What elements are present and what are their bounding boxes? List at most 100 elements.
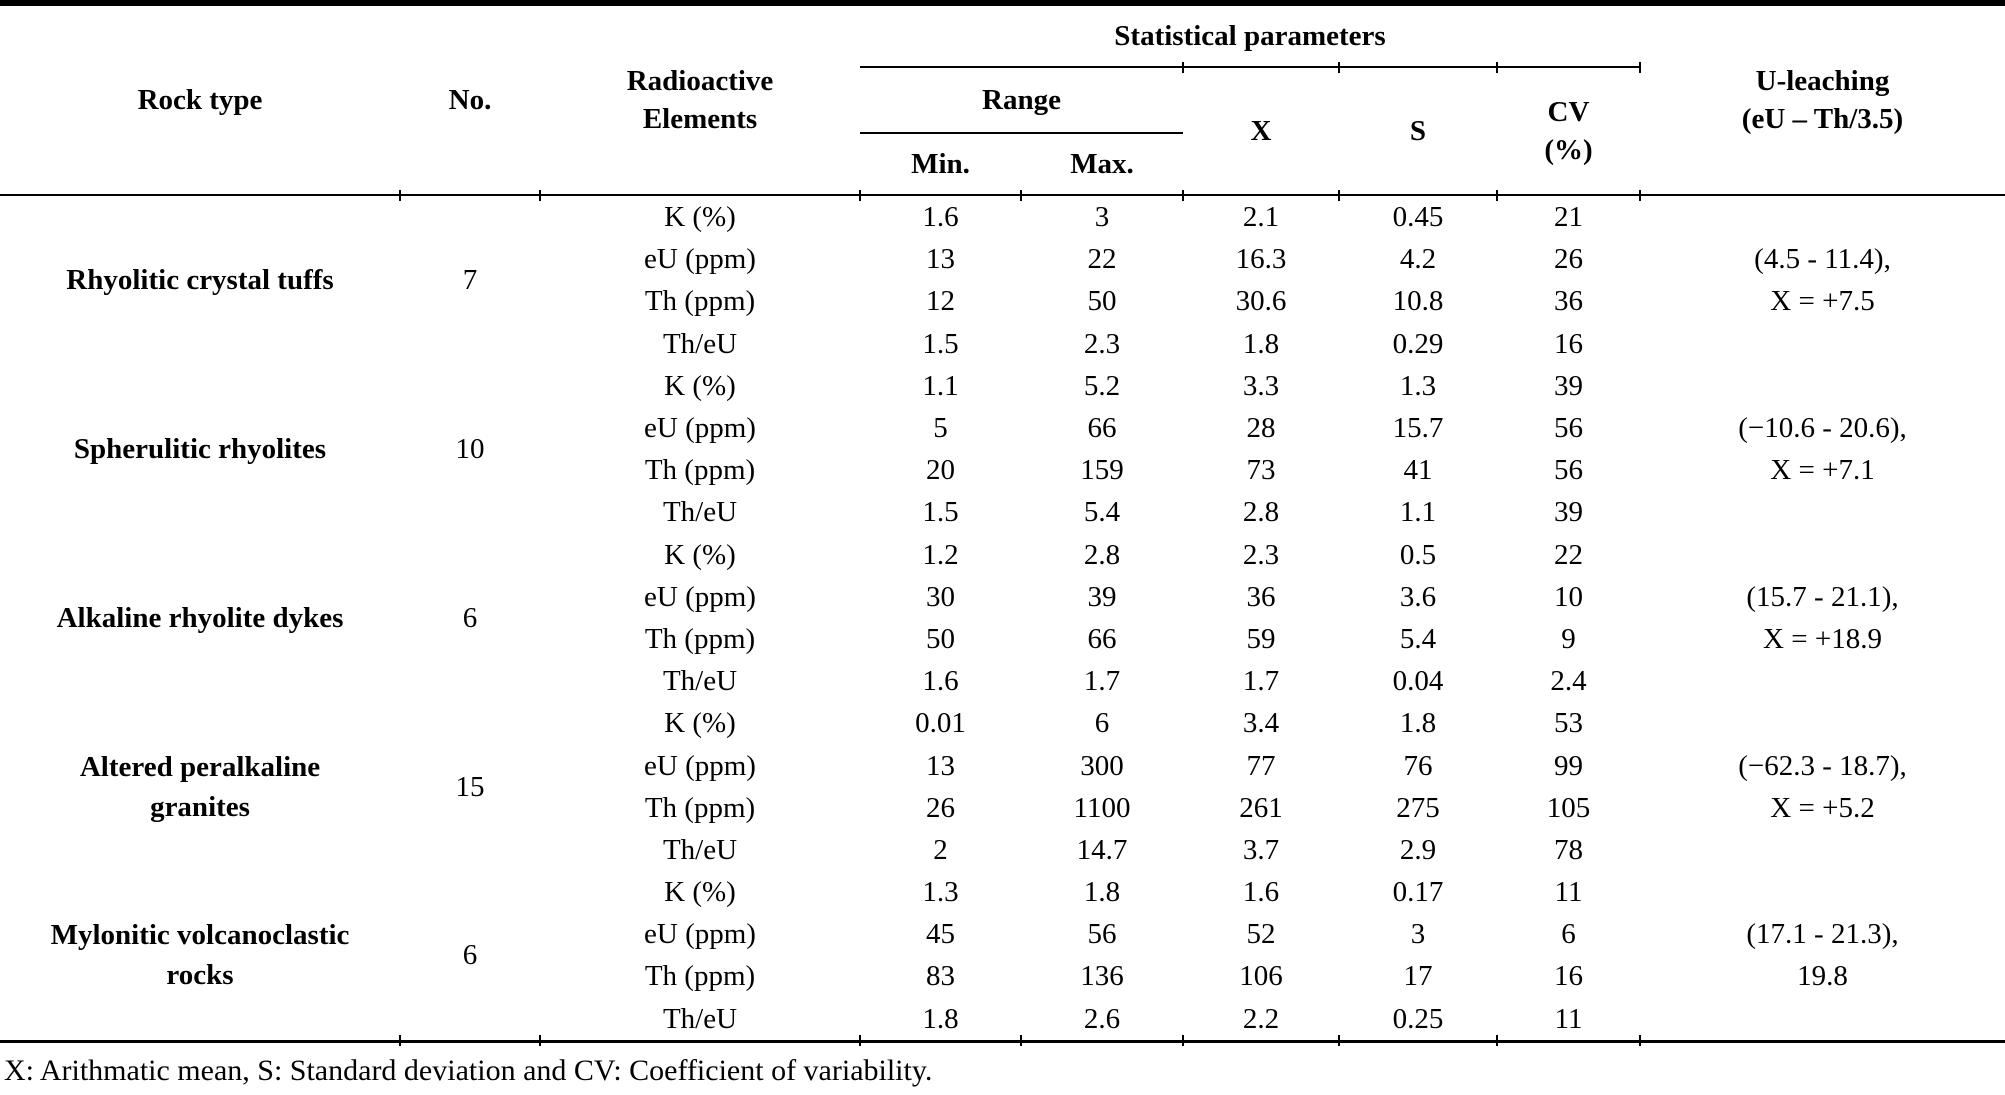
element-row: Th (ppm) 50 66 59 5.4 9 <box>0 618 2005 660</box>
x-value-cell: 3.7 <box>1242 833 1280 866</box>
max-value-cell: 56 <box>1087 918 1117 951</box>
element-row: Mylonitic volcanoclastic rocks 6 K (%) 1.3 1… <box>0 871 2005 1047</box>
s-value-cell: 15.7 <box>1392 412 1444 445</box>
min-value-cell: 1.5 <box>922 496 959 529</box>
x-value-cell: 30.6 <box>1235 285 1287 318</box>
element-cell: Th/eU <box>662 327 738 360</box>
x-value-cell: 73 <box>1246 454 1276 487</box>
element-cell: eU (ppm) <box>644 412 756 445</box>
rock-type-cell: Spherulitic rhyolites <box>73 433 327 466</box>
statistics-table: Rock type No. Radioactive Elements Stati… <box>0 0 2005 1047</box>
col-header-cv: CV (%) <box>1496 61 1641 196</box>
max-value-cell: 39 <box>1087 580 1117 613</box>
max-value-cell: 50 <box>1087 285 1117 318</box>
s-value-cell: 0.5 <box>1399 538 1437 571</box>
min-value-cell: 12 <box>926 285 955 318</box>
s-value-cell: 4.2 <box>1399 243 1437 276</box>
min-value-cell: 1.6 <box>859 188 1021 238</box>
x-value-cell: 52 <box>1246 918 1276 951</box>
min-value-cell: 50 <box>926 622 955 655</box>
element-row: Spherulitic rhyolites 10 K (%) 1.1 5.2 3.3 1.3… <box>0 365 2005 486</box>
x-value-cell: 28 <box>1246 412 1276 445</box>
s-value-cell: 1.1 <box>1399 496 1437 529</box>
rock-type-cell: Mylonitic volcanoclastic rocks <box>50 919 350 992</box>
s-value-cell: 275 <box>1396 791 1440 824</box>
cv-value-cell: 78 <box>1554 833 1583 866</box>
cv-value-cell: 21 <box>1496 188 1640 238</box>
s-value-cell: 0.04 <box>1392 665 1444 698</box>
max-value-cell: 6 <box>1094 707 1110 740</box>
max-value-cell: 2.3 <box>1083 327 1121 360</box>
col-header-max: Max. <box>1021 133 1183 196</box>
min-value-cell: 26 <box>926 791 955 824</box>
element-row: Th (ppm) 26 1100 261 275 105 <box>0 787 2005 829</box>
max-value-cell: 22 <box>1087 243 1117 276</box>
header-row-1: Rock type No. Radioactive Elements Stati… <box>0 3 2005 196</box>
element-row: Th/eU 1.8 2.6 2.2 0.25 11 <box>0 998 2005 1046</box>
col-header-rock-type: Rock type <box>0 3 400 196</box>
element-cell: K (%) <box>539 188 860 238</box>
element-row: eU (ppm) 45 56 52 3 6 <box>0 913 2005 955</box>
table-header: Rock type No. Radioactive Elements Stati… <box>0 3 2005 196</box>
table-footnote: X: Arithmatic mean, S: Standard deviatio… <box>4 1053 933 1087</box>
s-value-cell: 0.25 <box>1338 998 1497 1046</box>
min-value-cell: 1.1 <box>922 369 959 402</box>
col-header-range: Range <box>860 67 1183 134</box>
min-value-cell: 30 <box>926 580 955 613</box>
min-value-cell: 83 <box>926 960 955 993</box>
max-value-cell: 300 <box>1080 749 1124 782</box>
col-header-radioactive-elements: Radioactive Elements <box>540 3 860 196</box>
x-value-cell: 36 <box>1246 580 1276 613</box>
max-value-cell: 1.8 <box>1083 876 1121 909</box>
s-value-cell: 41 <box>1403 454 1433 487</box>
element-cell: eU (ppm) <box>644 580 756 613</box>
cv-value-cell: 10 <box>1554 580 1583 613</box>
u-leaching-cell: (−10.6 - 20.6), X = +7.1 <box>1738 412 1907 487</box>
cv-value-cell: 2.4 <box>1550 665 1587 698</box>
col-header-statistical-parameters: Statistical parameters <box>860 3 1640 68</box>
element-row: eU (ppm) 30 39 36 3.6 10 <box>0 576 2005 618</box>
min-value-cell: 1.6 <box>922 665 959 698</box>
min-value-cell: 13 <box>926 243 955 276</box>
x-value-cell: 2.2 <box>1182 998 1339 1046</box>
sample-count-cell: 15 <box>455 770 485 803</box>
min-value-cell: 13 <box>926 749 955 782</box>
s-value-cell: 3.6 <box>1399 580 1437 613</box>
x-value-cell: 3.4 <box>1242 707 1280 740</box>
element-cell: Th (ppm) <box>644 622 756 655</box>
header-row-2: Range X S CV (%) <box>0 61 2005 196</box>
s-value-cell: 1.3 <box>1399 369 1437 402</box>
element-row: Th/eU 1.6 1.7 1.7 0.04 2.4 <box>0 660 2005 702</box>
max-value-cell: 5.4 <box>1083 496 1121 529</box>
element-row: eU (ppm) 5 66 28 15.7 56 <box>0 407 2005 449</box>
element-cell: K (%) <box>664 369 736 402</box>
element-cell: K (%) <box>664 876 736 909</box>
x-value-cell: 2.1 <box>1182 188 1339 238</box>
x-value-cell: 2.3 <box>1242 538 1280 571</box>
rock-type-cell: Alkaline rhyolite dykes <box>56 601 344 634</box>
element-cell: Th (ppm) <box>644 960 756 993</box>
max-value-cell: 159 <box>1080 454 1124 487</box>
u-leaching-cell: (15.7 - 21.1), X = +18.9 <box>1746 580 1899 655</box>
x-value-cell: 106 <box>1239 960 1283 993</box>
max-value-cell: 1100 <box>1073 791 1131 824</box>
col-header-x: X <box>1182 61 1339 196</box>
cv-value-cell: 36 <box>1554 285 1583 318</box>
s-value-cell: 17 <box>1403 960 1433 993</box>
element-cell: Th/eU <box>539 998 860 1046</box>
s-value-cell: 5.4 <box>1399 622 1437 655</box>
cv-value-cell: 22 <box>1554 538 1583 571</box>
min-value-cell: 20 <box>926 454 955 487</box>
s-value-cell: 0.45 <box>1338 188 1497 238</box>
x-value-cell: 77 <box>1246 749 1276 782</box>
rock-type-cell: Rhyolitic crystal tuffs <box>66 264 334 297</box>
element-cell: eU (ppm) <box>644 918 756 951</box>
min-value-cell: 2 <box>933 833 948 866</box>
s-value-cell: 0.29 <box>1392 327 1444 360</box>
element-row: Th (ppm) 20 159 73 41 56 <box>0 449 2005 491</box>
col-header-u-leaching: U-leaching (eU – Th/3.5) <box>1640 3 2005 196</box>
x-value-cell: 1.8 <box>1242 327 1280 360</box>
element-row: eU (ppm) 13 22 16.3 4.2 26 <box>0 238 2005 280</box>
min-value-cell: 1.3 <box>922 876 959 909</box>
